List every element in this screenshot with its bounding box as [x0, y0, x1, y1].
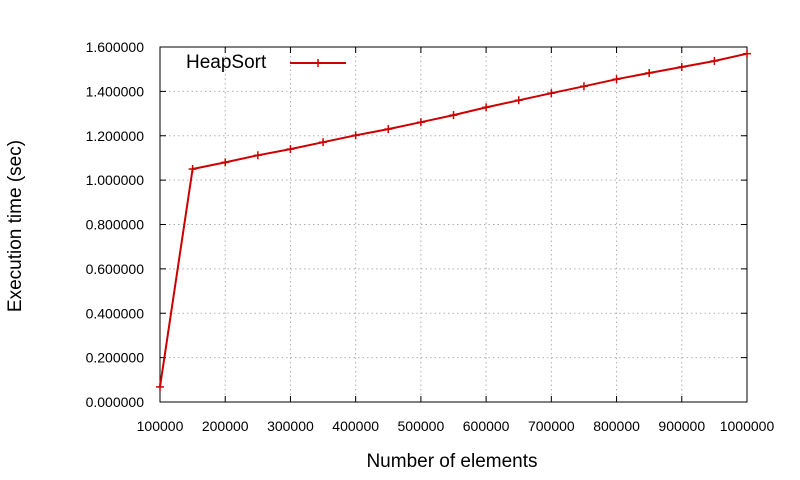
data-point [384, 125, 393, 134]
x-tick-label: 700000 [528, 418, 575, 434]
y-tick-label: 0.000000 [86, 394, 145, 410]
data-point [319, 138, 328, 147]
series-layer [156, 49, 751, 391]
data-point [645, 68, 654, 77]
y-axis-title: Execution time (sec) [5, 140, 26, 312]
x-tick-label: 500000 [398, 418, 445, 434]
data-point [156, 382, 164, 391]
legend: HeapSort [186, 52, 346, 73]
y-tick-label: 0.400000 [86, 305, 145, 321]
x-tick-label: 900000 [658, 418, 705, 434]
legend-label: HeapSort [186, 52, 267, 73]
series-line-heapsort [159, 52, 748, 388]
data-point [449, 111, 458, 120]
data-point [482, 103, 491, 112]
x-tick-label: 800000 [593, 418, 640, 434]
data-point [514, 96, 523, 105]
x-tick-label: 400000 [332, 418, 379, 434]
data-point [286, 145, 295, 154]
data-point [416, 118, 425, 127]
y-tick-label: 1.200000 [86, 128, 145, 144]
data-point [677, 62, 686, 71]
x-tick-label: 600000 [463, 418, 510, 434]
y-tick-label: 1.000000 [86, 172, 145, 188]
data-point [188, 165, 197, 174]
y-tick-label: 0.200000 [86, 350, 145, 366]
grid-lines [160, 47, 747, 402]
data-point [547, 89, 556, 98]
x-axis-title: Number of elements [366, 451, 537, 472]
data-point [612, 75, 621, 84]
data-point [743, 49, 751, 58]
y-tick-label: 0.600000 [86, 261, 145, 277]
y-tick-labels: 0.000000 0.200000 0.400000 0.600000 0.800000… [86, 39, 145, 410]
tick-marks [159, 46, 748, 403]
x-tick-label: 300000 [267, 418, 314, 434]
data-point [710, 56, 719, 65]
data-point [253, 151, 262, 160]
y-tick-label: 1.400000 [86, 83, 145, 99]
data-point [221, 158, 230, 167]
x-tick-labels: 100000 200000 300000 400000 500000 600000 7000… [137, 418, 775, 434]
y-tick-label: 1.600000 [86, 39, 145, 55]
x-tick-label: 1000000 [720, 418, 775, 434]
x-tick-label: 200000 [202, 418, 249, 434]
data-point [579, 82, 588, 91]
x-tick-label: 100000 [137, 418, 184, 434]
y-tick-label: 0.800000 [86, 217, 145, 233]
legend-marker [314, 59, 322, 67]
data-point [351, 131, 360, 140]
